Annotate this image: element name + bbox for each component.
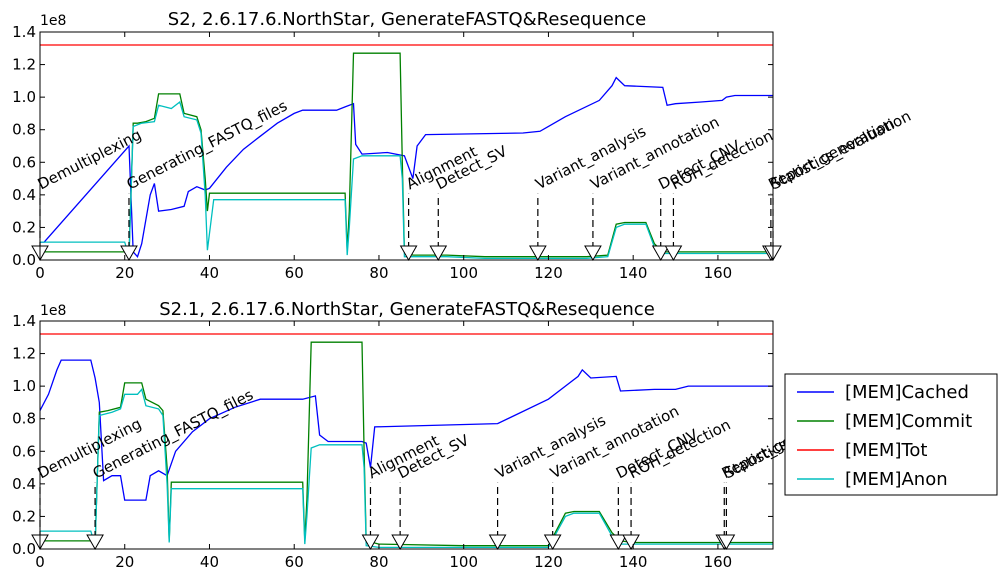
stage-marker-head-1-4 [528,245,547,262]
stage-marker-head-1-1 [120,245,138,262]
x-tick-label-2-4: 80 [369,553,388,571]
axes-frame-2 [39,320,774,550]
y-tick-label-2-0: 0.0 [12,540,36,558]
stage-marker-head-2-2 [361,534,380,551]
x-tick-label-1-5: 100 [449,264,478,282]
x-tick-label-2-1: 20 [115,553,134,571]
legend-label-cached: [MEM]Cached [845,382,969,403]
y-tick-label-1-4: 0.8 [12,121,36,139]
y-tick-label-2-2: 0.4 [12,475,36,493]
y-tick-label-1-6: 1.2 [12,56,36,74]
stage-marker-head-1-7 [664,245,683,262]
legend-box [784,373,998,496]
stage-marker-head-2-5 [543,534,562,551]
chart-title-2: S2.1, 2.6.17.6.NorthStar, GenerateFASTQ&… [159,299,655,320]
x-tick-label-2-6: 120 [534,553,563,571]
y-tick-label-1-5: 1.0 [12,88,36,106]
y-offset-label-1: 1e8 [40,13,66,29]
y-tick-label-2-1: 0.2 [12,507,36,525]
stage-marker-head-1-3 [429,245,448,262]
stage-marker-head-2-6 [609,534,628,551]
x-tick-label-2-3: 60 [285,553,304,571]
x-tick-label-1-1: 20 [115,264,134,282]
stage-marker-head-2-1 [86,534,104,551]
x-tick-label-2-8: 160 [704,553,733,571]
x-tick-label-1-0: 0 [35,264,45,282]
y-offset-label-2: 1e8 [40,303,66,319]
y-tick-label-1-2: 0.4 [12,186,36,204]
x-tick-label-2-2: 40 [200,553,219,571]
series-line-memanon-1 [40,100,773,260]
x-tick-label-1-3: 60 [285,264,304,282]
stage-marker-head-2-4 [488,534,507,551]
y-tick-label-1-1: 0.2 [12,218,36,236]
series-line-memcached-1 [40,76,773,258]
x-tick-label-1-6: 120 [534,264,563,282]
legend-label-commit: [MEM]Commit [845,411,972,432]
x-tick-label-1-4: 80 [369,264,388,282]
y-tick-label-2-4: 0.8 [12,410,36,428]
y-tick-label-2-3: 0.6 [12,442,36,460]
x-tick-label-1-8: 160 [704,264,733,282]
stage-marker-head-2-9 [717,534,736,551]
legend: [MEM]Cached [MEM]Commit [MEM]Tot [MEM]An… [784,373,998,496]
stage-marker-head-2-3 [391,534,410,551]
stage-marker-head-1-6 [651,245,670,262]
y-tick-label-1-7: 1.4 [12,23,36,41]
x-tick-label-2-5: 100 [449,553,478,571]
y-tick-label-2-6: 1.2 [12,345,36,363]
series-line-memcommit-1 [40,52,773,259]
x-tick-label-2-7: 140 [619,553,648,571]
y-tick-label-1-0: 0.0 [12,251,36,269]
x-tick-label-2-0: 0 [35,553,45,571]
x-tick-label-1-2: 40 [200,264,219,282]
axes-frame-1 [39,31,774,261]
chart-title-1: S2, 2.6.17.6.NorthStar, GenerateFASTQ&Re… [168,9,646,30]
y-tick-label-2-5: 1.0 [12,377,36,395]
legend-label-anon: [MEM]Anon [845,469,948,490]
stage-marker-head-2-7 [622,534,640,551]
stage-marker-head-1-2 [399,245,418,262]
series-line-memcached-2 [39,359,773,501]
series-line-memanon-2 [40,388,773,549]
y-tick-label-2-7: 1.4 [12,312,36,330]
x-tick-label-1-7: 140 [619,264,648,282]
stage-marker-head-1-5 [584,245,602,262]
legend-label-tot: [MEM]Tot [845,440,928,461]
y-tick-label-1-3: 0.6 [12,153,36,171]
